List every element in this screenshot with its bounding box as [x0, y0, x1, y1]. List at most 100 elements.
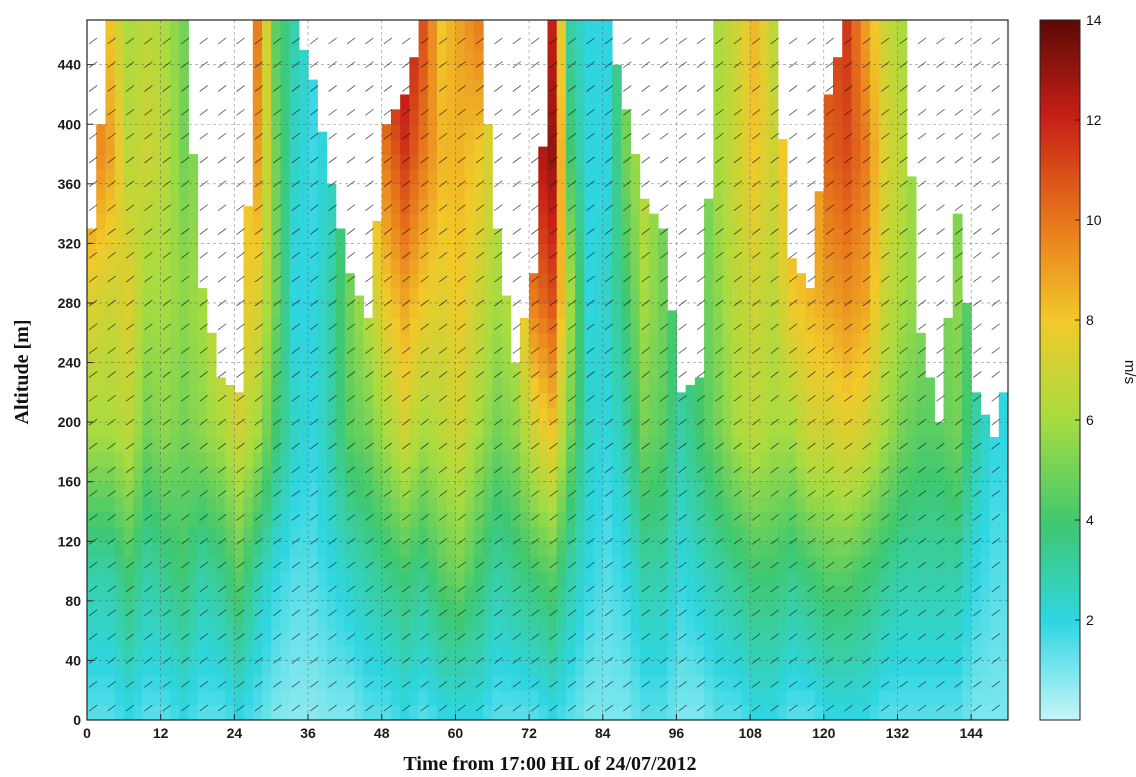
heatmap-cell	[501, 302, 512, 319]
heatmap-cell	[694, 556, 705, 572]
wind-vector	[254, 371, 264, 378]
heatmap-cell	[833, 139, 843, 155]
heatmap-cell	[611, 213, 622, 230]
heatmap-cell	[879, 362, 889, 379]
heatmap-cell	[381, 526, 392, 542]
heatmap-cell	[869, 705, 880, 720]
heatmap-cell	[252, 154, 263, 170]
heatmap-cell	[206, 481, 217, 498]
heatmap-cell	[915, 600, 926, 617]
heatmap-cell	[142, 645, 153, 662]
heatmap-cell	[805, 645, 816, 662]
heatmap-cell	[602, 526, 613, 542]
wind-vector	[788, 680, 798, 688]
heatmap-cell	[381, 273, 392, 289]
heatmap-cell	[547, 213, 558, 230]
heatmap-cell	[648, 362, 659, 379]
heatmap-cell	[96, 258, 107, 274]
heatmap-cell	[621, 109, 631, 125]
heatmap-cell	[740, 213, 751, 230]
heatmap-cell	[390, 556, 401, 572]
heatmap-cell	[842, 20, 853, 36]
wind-vector	[383, 442, 393, 450]
heatmap-cell	[879, 675, 889, 691]
wind-vector	[659, 466, 669, 474]
heatmap-cell	[713, 526, 724, 542]
heatmap-cell	[869, 496, 880, 513]
heatmap-cell	[593, 49, 604, 66]
heatmap-cell	[685, 571, 696, 587]
heatmap-cell	[611, 705, 622, 720]
wind-vector	[402, 514, 411, 521]
heatmap-cell	[538, 511, 549, 527]
heatmap-cell	[151, 258, 162, 274]
heatmap-cell	[289, 645, 300, 662]
wind-vector	[144, 680, 153, 688]
heatmap-cell	[206, 496, 217, 513]
heatmap-cell	[344, 362, 355, 379]
wind-vector	[623, 132, 632, 140]
heatmap-cell	[169, 437, 180, 453]
wind-vector	[180, 371, 190, 378]
heatmap-cell	[298, 615, 309, 632]
heatmap-cell	[833, 511, 843, 527]
heatmap-cell	[869, 332, 880, 349]
heatmap-cell	[483, 407, 493, 423]
heatmap-cell	[123, 377, 134, 393]
heatmap-cell	[961, 571, 972, 587]
heatmap-cell	[796, 451, 806, 468]
heatmap-cell	[759, 585, 770, 602]
wind-vector	[162, 228, 172, 235]
heatmap-cell	[289, 437, 300, 453]
heatmap-cell	[575, 571, 585, 587]
heatmap-cell	[860, 556, 871, 572]
heatmap-cell	[363, 437, 374, 453]
heatmap-cell	[142, 496, 153, 513]
heatmap-cell	[298, 437, 309, 453]
heatmap-cell	[593, 288, 604, 304]
heatmap-cell	[289, 124, 300, 140]
heatmap-cell	[833, 317, 843, 334]
heatmap-cell	[326, 496, 337, 513]
heatmap-cell	[713, 347, 724, 364]
heatmap-cell	[243, 705, 254, 720]
heatmap-cell	[142, 213, 153, 230]
heatmap-cell	[446, 139, 456, 155]
heatmap-cell	[906, 466, 917, 483]
heatmap-cell	[731, 168, 742, 185]
heatmap-cell	[860, 94, 871, 110]
wind-vector	[696, 347, 706, 354]
heatmap-cell	[851, 571, 862, 587]
heatmap-cell	[519, 511, 530, 527]
heatmap-cell	[704, 288, 714, 304]
heatmap-cell	[648, 317, 659, 334]
heatmap-cell	[897, 526, 908, 542]
heatmap-cell	[740, 94, 751, 110]
heatmap-cell	[768, 20, 779, 36]
heatmap-cell	[151, 243, 162, 259]
heatmap-cell	[777, 198, 788, 215]
heatmap-cell	[694, 392, 705, 408]
heatmap-cell	[215, 571, 226, 587]
wind-vector	[752, 490, 761, 497]
wind-vector	[457, 561, 466, 569]
heatmap-cell	[252, 377, 263, 393]
heatmap-cell	[363, 481, 374, 498]
wind-vector	[273, 537, 282, 545]
heatmap-cell	[777, 288, 788, 304]
wind-vector	[457, 37, 466, 45]
heatmap-cell	[464, 630, 475, 647]
heatmap-cell	[777, 332, 788, 349]
heatmap-cell	[593, 273, 604, 289]
heatmap-cell	[731, 20, 742, 36]
heatmap-cell	[169, 615, 180, 632]
heatmap-cell	[565, 705, 576, 720]
heatmap-cell	[197, 675, 208, 691]
wind-vector	[402, 633, 411, 640]
heatmap-cell	[731, 273, 742, 289]
heatmap-cell	[722, 660, 733, 676]
wind-vector	[752, 347, 761, 354]
heatmap-cell	[759, 481, 770, 498]
heatmap-cell	[326, 675, 337, 691]
heatmap-cell	[639, 466, 650, 483]
